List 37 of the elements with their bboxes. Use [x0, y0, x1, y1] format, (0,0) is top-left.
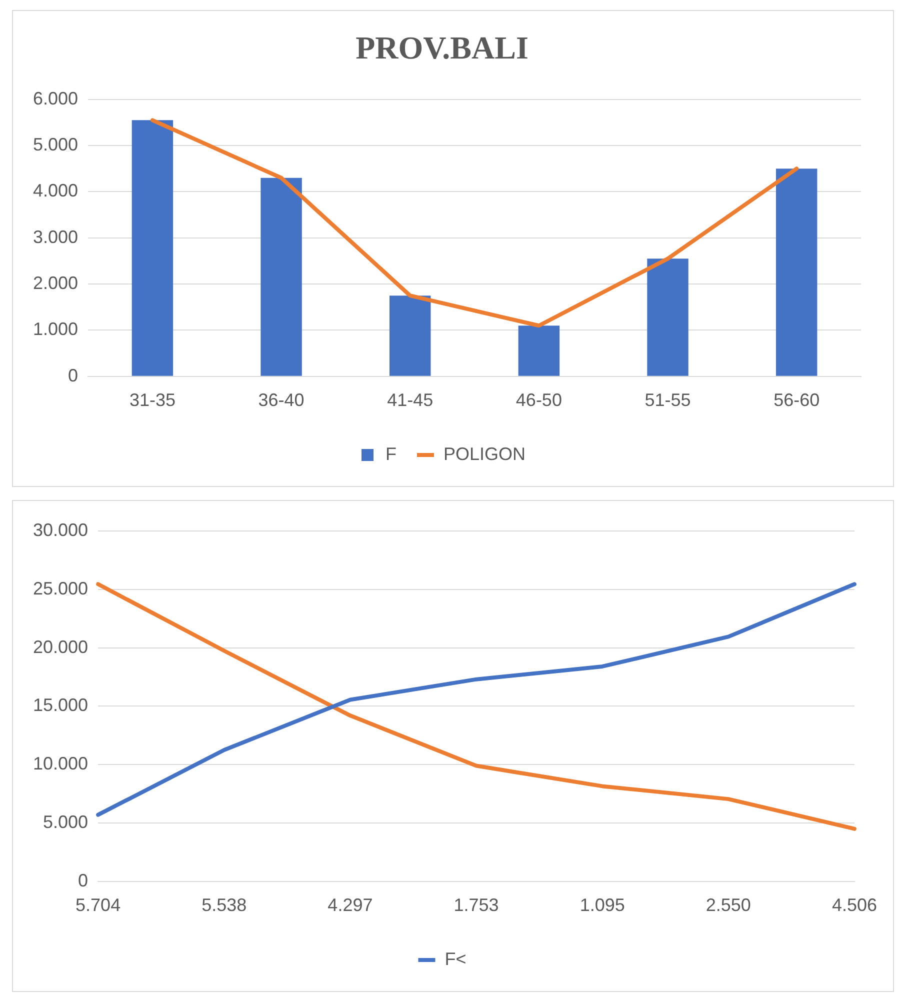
- y-tick-label: 0: [68, 365, 78, 386]
- x-tick-label: 2.550: [706, 895, 751, 916]
- x-tick-label: 56-60: [774, 390, 820, 410]
- legend-label: F<: [444, 948, 466, 969]
- bar: [260, 178, 302, 376]
- y-tick-label: 10.000: [32, 754, 88, 774]
- x-tick-label: 46-50: [516, 390, 562, 410]
- x-tick-label: 1.753: [454, 895, 499, 916]
- y-tick-label: 5.000: [43, 812, 88, 832]
- x-tick-label: 41-45: [387, 390, 434, 410]
- x-tick-label: 5.704: [76, 895, 121, 916]
- y-tick-label: 5.000: [32, 134, 78, 155]
- legend-label: F: [385, 444, 396, 464]
- x-tick-label: 31-35: [129, 390, 176, 410]
- bar: [132, 120, 174, 376]
- y-tick-label: 15.000: [32, 695, 88, 716]
- y-tick-label: 25.000: [32, 578, 88, 598]
- y-tick-label: 6.000: [32, 88, 78, 108]
- y-tick-label: 2.000: [32, 273, 78, 294]
- y-tick-label: 1.000: [32, 319, 78, 340]
- y-tick-label: 20.000: [32, 636, 88, 657]
- x-tick-label: 1.095: [580, 895, 625, 916]
- x-tick-label: 5.538: [202, 895, 247, 916]
- x-tick-label: 4.506: [832, 895, 877, 916]
- legend-label: POLIGON: [443, 444, 526, 464]
- x-tick-label: 36-40: [258, 390, 304, 410]
- bar: [776, 168, 818, 376]
- x-tick-label: 4.297: [328, 895, 373, 916]
- x-tick-label: 51-55: [644, 390, 691, 410]
- bar: [389, 296, 431, 376]
- chart-title: PROV.BALI: [356, 29, 528, 66]
- y-tick-label: 30.000: [32, 520, 88, 540]
- bar: [518, 326, 560, 376]
- bar: [647, 258, 688, 376]
- y-tick-label: 0: [78, 870, 88, 890]
- y-tick-label: 4.000: [32, 180, 78, 201]
- y-tick-label: 3.000: [32, 226, 78, 247]
